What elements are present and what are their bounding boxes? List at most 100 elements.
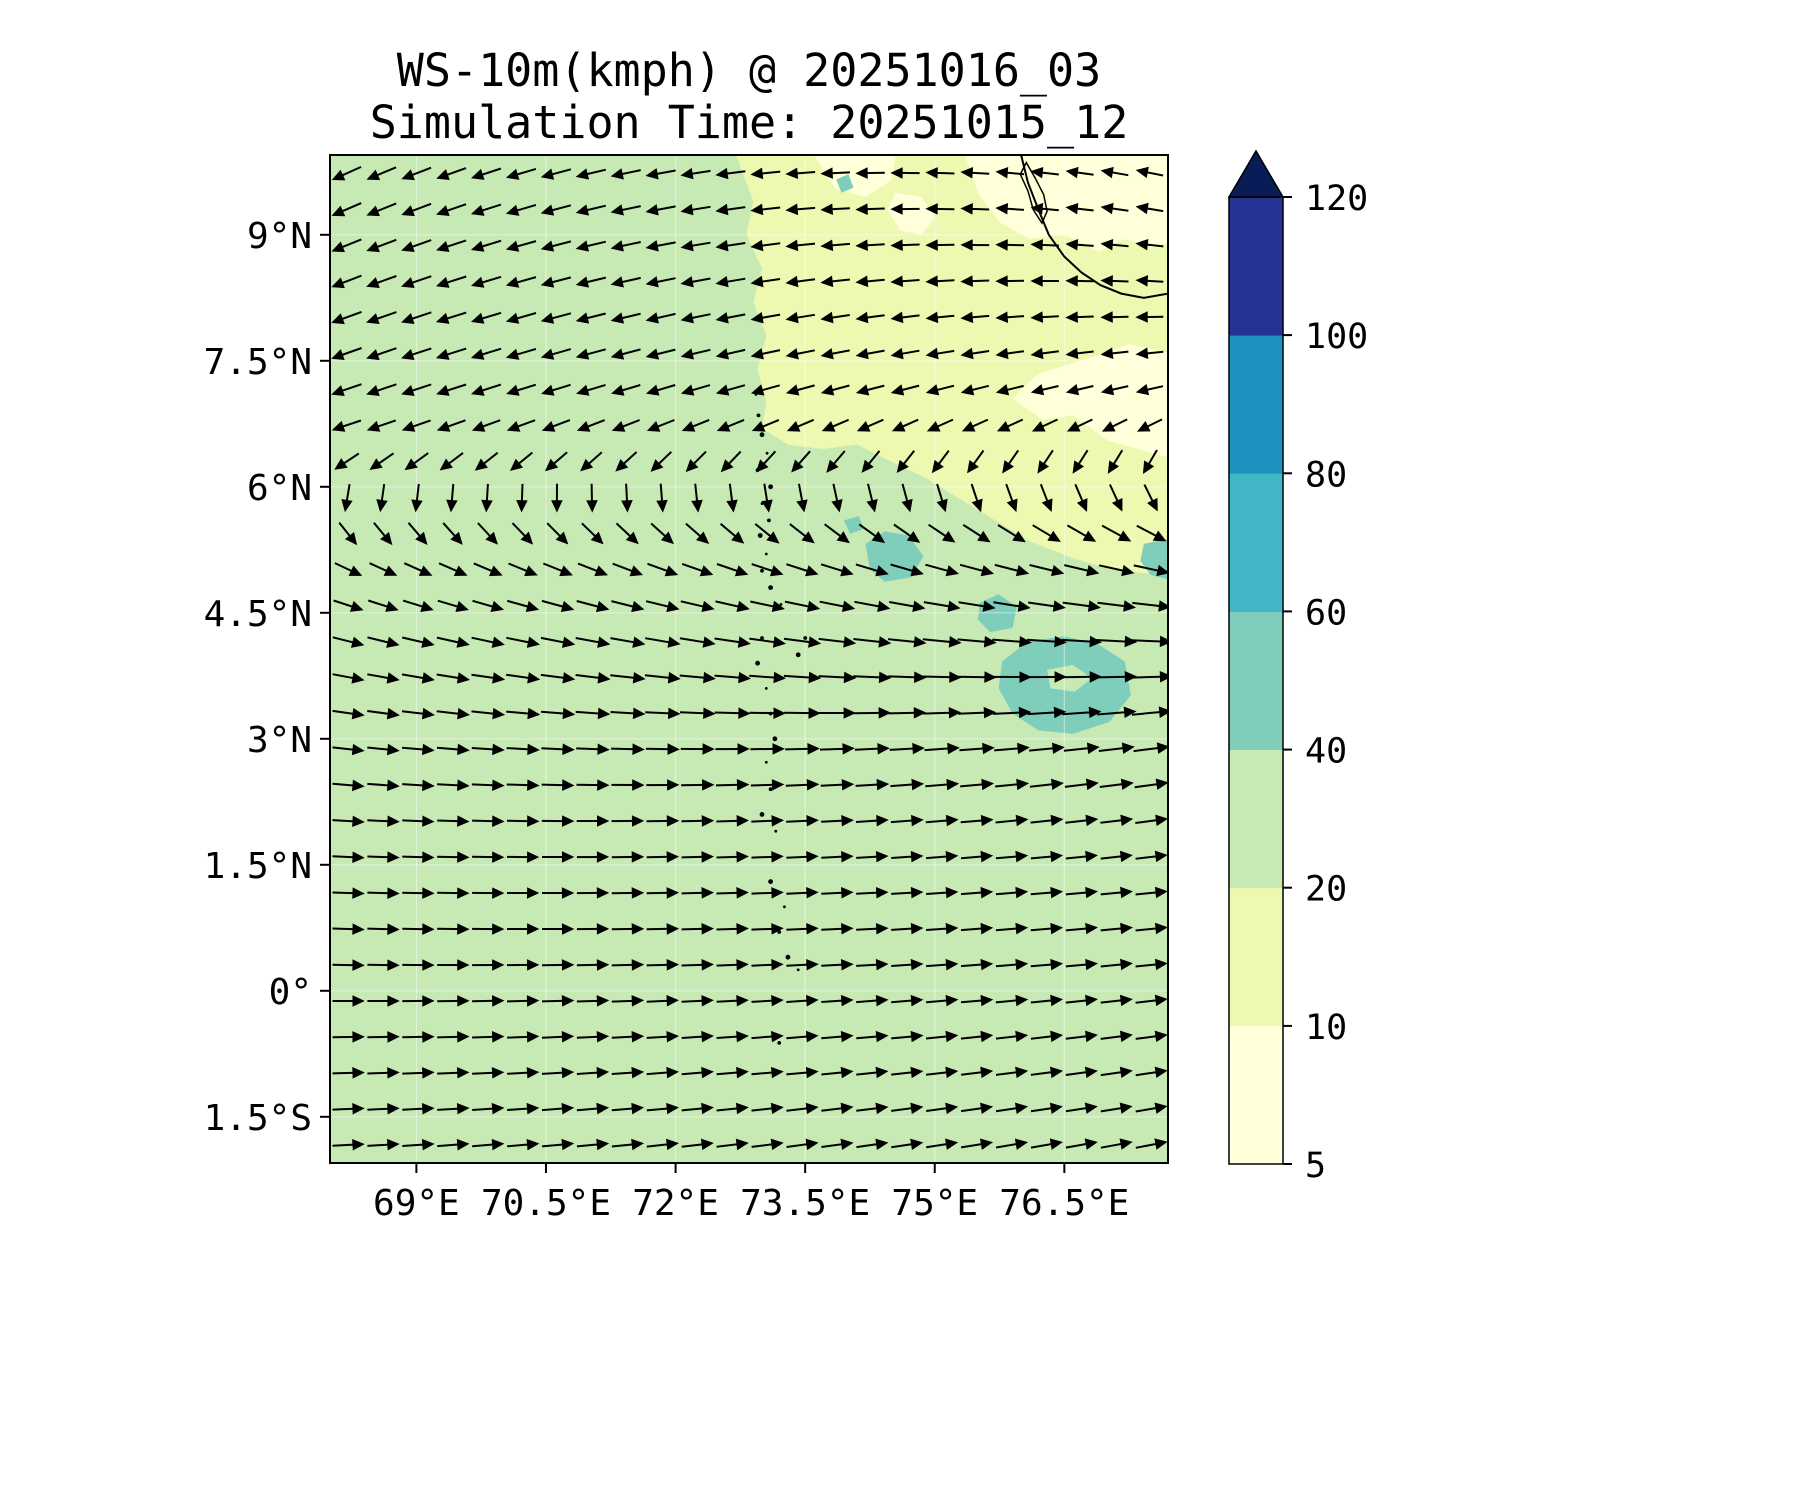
wind-arrow (507, 1138, 540, 1151)
wind-arrow (402, 959, 435, 971)
wind-arrow (610, 348, 641, 360)
wind-arrow (783, 671, 822, 684)
wind-arrow (994, 563, 1030, 577)
wind-arrow (821, 1102, 854, 1115)
wind-arrow (541, 959, 575, 971)
wind-arrow (714, 671, 751, 684)
wind-arrow (855, 778, 890, 791)
wind-arrow (785, 743, 820, 755)
wind-arrow (505, 347, 537, 360)
wind-arrow (650, 522, 674, 545)
wind-arrow (1100, 994, 1133, 1007)
wind-arrow (995, 384, 1024, 396)
wind-arrow (922, 671, 962, 683)
wind-arrow (970, 483, 983, 513)
wind-arrow (611, 1030, 645, 1043)
wind-arrow (332, 887, 365, 899)
wind-arrow (891, 1066, 924, 1079)
wind-arrow (926, 958, 959, 971)
wind-arrow (681, 994, 714, 1007)
wind-arrow (923, 706, 962, 719)
wind-arrow (541, 743, 575, 756)
wind-arrow (691, 483, 703, 513)
wind-arrow (891, 1138, 924, 1150)
wind-arrow (436, 167, 467, 181)
wind-arrow (853, 707, 892, 719)
wind-arrow (751, 887, 784, 899)
y-tick-label: 9°N (247, 216, 312, 257)
wind-arrow (1065, 384, 1094, 396)
wind-arrow (437, 1138, 470, 1151)
wind-arrow (681, 815, 715, 827)
wind-arrow (332, 815, 365, 828)
wind-arrow (575, 168, 607, 180)
wind-arrow (611, 419, 640, 432)
wind-arrow (1135, 311, 1164, 323)
x-tick-label: 73.5°E (740, 1183, 870, 1224)
chart-title: WS-10m(kmph) @ 20251016_03 (397, 44, 1101, 97)
wind-arrow (890, 239, 920, 251)
wind-arrow (960, 1138, 994, 1150)
wind-arrow (785, 167, 816, 179)
wind-arrow (1100, 166, 1129, 179)
wind-arrow (820, 203, 850, 216)
island-dot (768, 879, 773, 884)
wind-arrow (576, 1030, 610, 1043)
wind-arrow (505, 276, 537, 288)
wind-arrow (960, 1066, 994, 1079)
wind-arrow (1100, 814, 1134, 827)
wind-arrow (925, 167, 955, 179)
wind-arrow (995, 239, 1025, 251)
wind-arrow (1063, 742, 1100, 755)
colorbar-tick-label: 40 (1305, 732, 1347, 772)
wind-arrow (645, 240, 676, 252)
wind-arrow (819, 707, 856, 719)
wind-arrow (1132, 600, 1168, 612)
wind-arrow (1135, 1030, 1168, 1043)
wind-arrow (1096, 635, 1138, 648)
wind-arrow (437, 959, 470, 971)
island-dot (777, 1041, 782, 1045)
wind-arrow (680, 167, 711, 180)
wind-arrow (1135, 383, 1164, 396)
wind-arrow (333, 599, 364, 612)
wind-arrow (470, 311, 502, 324)
wind-arrow (960, 311, 990, 324)
wind-arrow (505, 167, 537, 180)
island-dot (785, 954, 791, 960)
wind-arrow (332, 959, 365, 971)
wind-arrow (1030, 347, 1059, 360)
wind-arrow (1099, 778, 1134, 790)
wind-arrow (576, 851, 610, 863)
wind-arrow (610, 672, 646, 684)
wind-arrow (856, 886, 889, 899)
wind-arrow (646, 959, 680, 971)
y-tick-label: 3°N (247, 720, 312, 761)
colorbar-segment-100-120 (1229, 197, 1283, 336)
wind-arrow (1097, 706, 1137, 719)
wind-arrow (715, 743, 750, 755)
wind-arrow (926, 1102, 959, 1115)
island-dot (779, 603, 783, 606)
wind-arrow (716, 418, 745, 432)
wind-arrow (960, 886, 994, 899)
contour-region-5-10 (813, 155, 896, 197)
wind-arrow (1101, 418, 1128, 432)
wind-arrow (404, 452, 429, 471)
wind-arrow (481, 483, 493, 513)
wind-arrow (402, 1067, 435, 1079)
wind-arrow (821, 418, 849, 432)
wind-arrow (367, 959, 400, 971)
wind-arrow (338, 521, 358, 546)
wind-arrow (1065, 311, 1094, 323)
wind-arrow (925, 347, 955, 360)
wind-arrow (645, 600, 680, 613)
island-dot (768, 585, 773, 590)
wind-arrow (541, 1066, 575, 1079)
wind-arrow (576, 1102, 610, 1115)
wind-arrow (332, 851, 365, 864)
wind-arrow (726, 483, 738, 513)
wind-arrow (854, 600, 891, 612)
wind-arrow (402, 815, 435, 827)
